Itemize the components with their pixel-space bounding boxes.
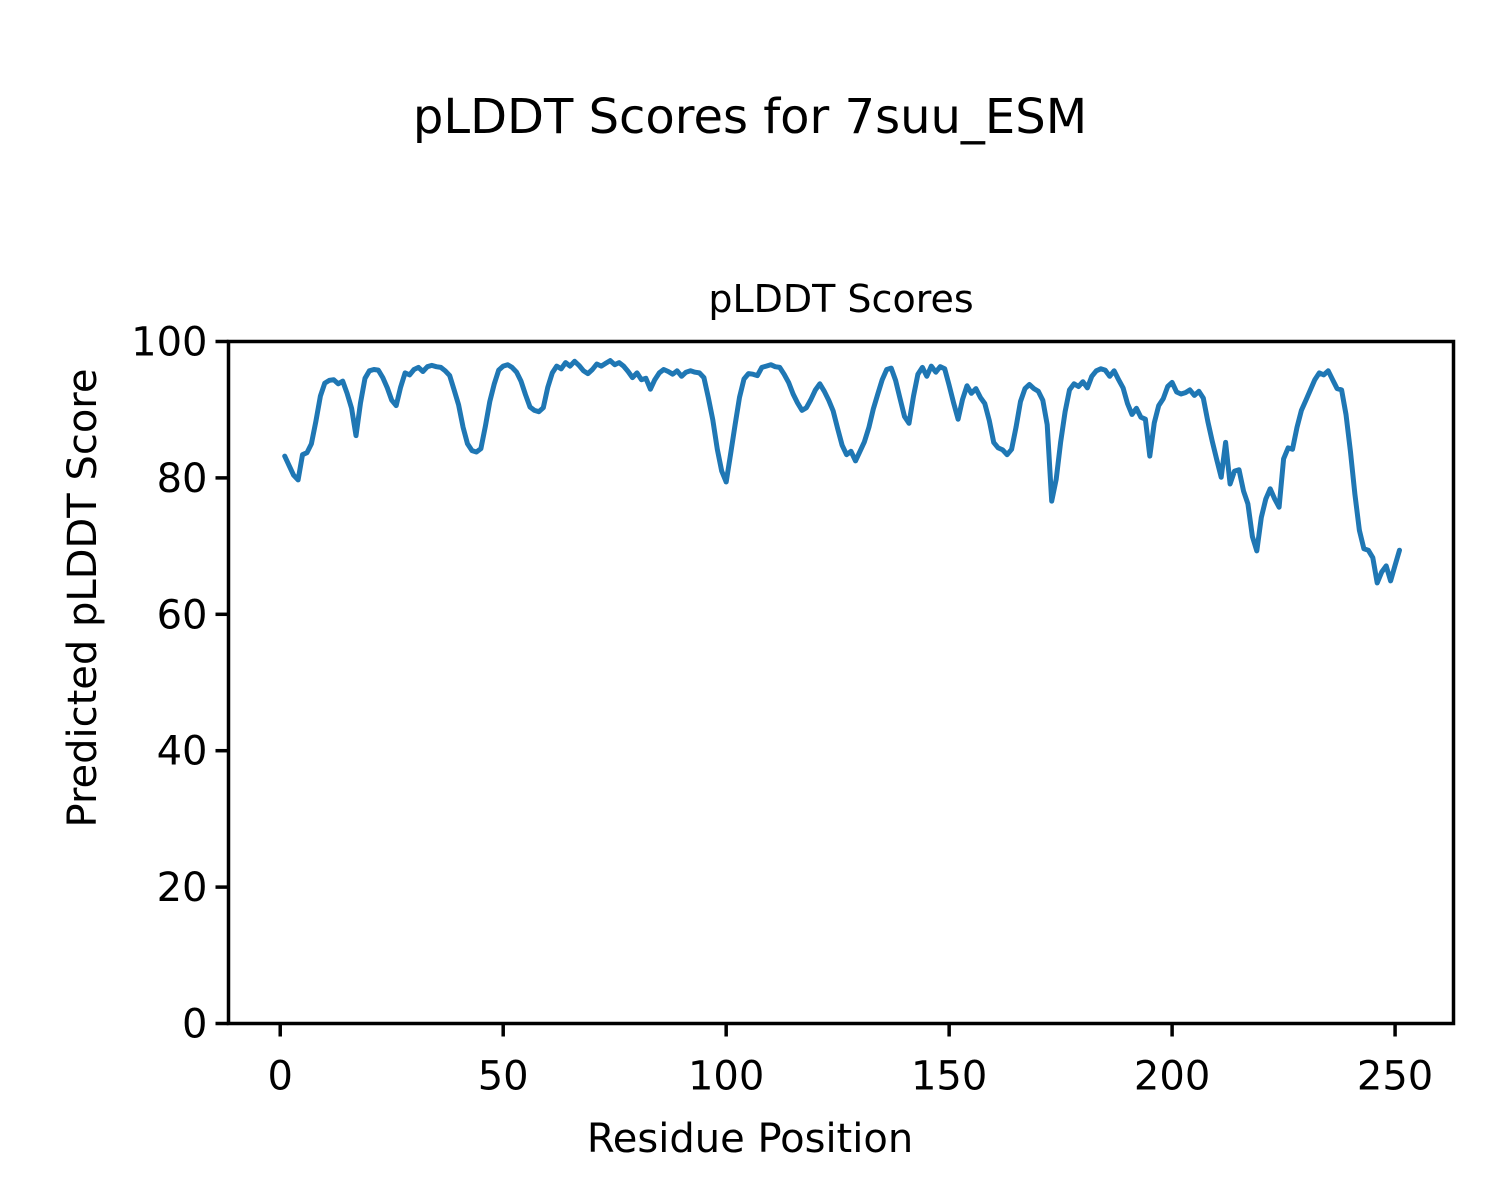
x-tick-label: 100 bbox=[688, 1054, 764, 1100]
plddt-line-series bbox=[282, 358, 1402, 586]
x-axis-ticks: 0 50 100 150 200 250 bbox=[268, 1023, 1433, 1100]
axes-title: pLDDT Scores bbox=[708, 277, 973, 321]
x-tick-label: 50 bbox=[478, 1054, 529, 1100]
x-tick-label: 200 bbox=[1134, 1054, 1210, 1100]
x-axis-label: Residue Position bbox=[587, 1116, 913, 1162]
y-axis-ticks: 0 20 40 60 80 100 bbox=[131, 320, 229, 1048]
y-tick-label: 20 bbox=[157, 865, 208, 911]
x-tick-label: 0 bbox=[268, 1054, 293, 1100]
y-tick-label: 100 bbox=[131, 320, 207, 366]
plot-frame bbox=[226, 339, 1456, 1026]
y-tick-label: 0 bbox=[182, 1002, 207, 1048]
y-tick-label: 80 bbox=[157, 456, 208, 502]
y-tick-label: 40 bbox=[157, 729, 208, 775]
x-tick-label: 250 bbox=[1357, 1054, 1433, 1100]
figure-title: pLDDT Scores for 7suu_ESM bbox=[413, 89, 1087, 145]
y-axis-label: Predicted pLDDT Score bbox=[60, 369, 106, 828]
y-tick-label: 60 bbox=[157, 592, 208, 638]
series-group bbox=[282, 358, 1402, 586]
x-tick-label: 150 bbox=[911, 1054, 987, 1100]
